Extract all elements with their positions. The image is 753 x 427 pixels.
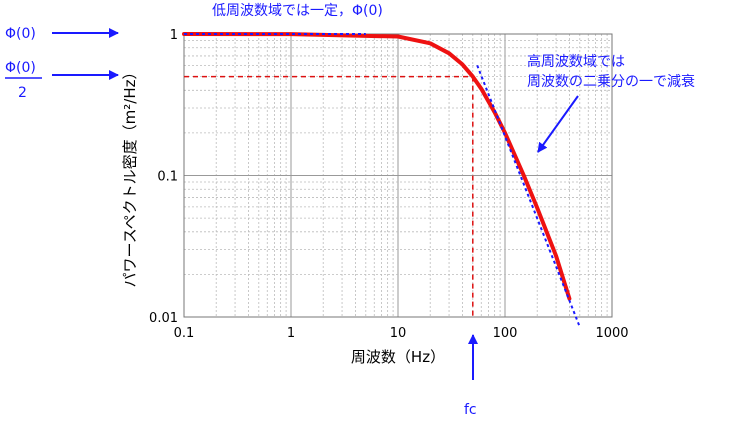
grid <box>183 34 612 318</box>
psd-curve <box>182 32 572 301</box>
y-tick-label: 1 <box>170 28 178 43</box>
series <box>182 32 572 301</box>
top-note: 低周波数域では一定，Φ(0) <box>212 3 383 19</box>
x-tick-label: 0.1 <box>174 326 195 341</box>
x-tick-label: 100 <box>493 326 518 341</box>
phi0-half-numerator: Φ(0) <box>5 60 36 76</box>
x-axis-label: 周波数（Hz） <box>351 348 445 366</box>
x-tick-label: 10 <box>390 326 407 341</box>
reference-lines <box>184 75 474 317</box>
right-note-line2: 周波数の二乗分の一で減衰 <box>527 73 695 90</box>
asymptotes <box>184 33 581 328</box>
fc-label: fc <box>464 402 477 418</box>
phi0-label: Φ(0) <box>5 26 36 42</box>
y-tick-label: 0.01 <box>149 311 178 326</box>
y-axis-label: パワースペクトル密度（m²/Hz） <box>121 64 139 287</box>
phi0-half-denominator: 2 <box>18 85 27 101</box>
plot-frame <box>183 33 613 318</box>
high-frequency-asymptote <box>476 65 581 328</box>
right-note-line1: 高周波数域では <box>527 53 625 70</box>
right-note-arrow <box>537 95 579 153</box>
x-tick-label: 1000 <box>595 326 628 341</box>
y-tick-label: 0.1 <box>157 170 178 185</box>
x-tick-label: 1 <box>287 326 295 341</box>
